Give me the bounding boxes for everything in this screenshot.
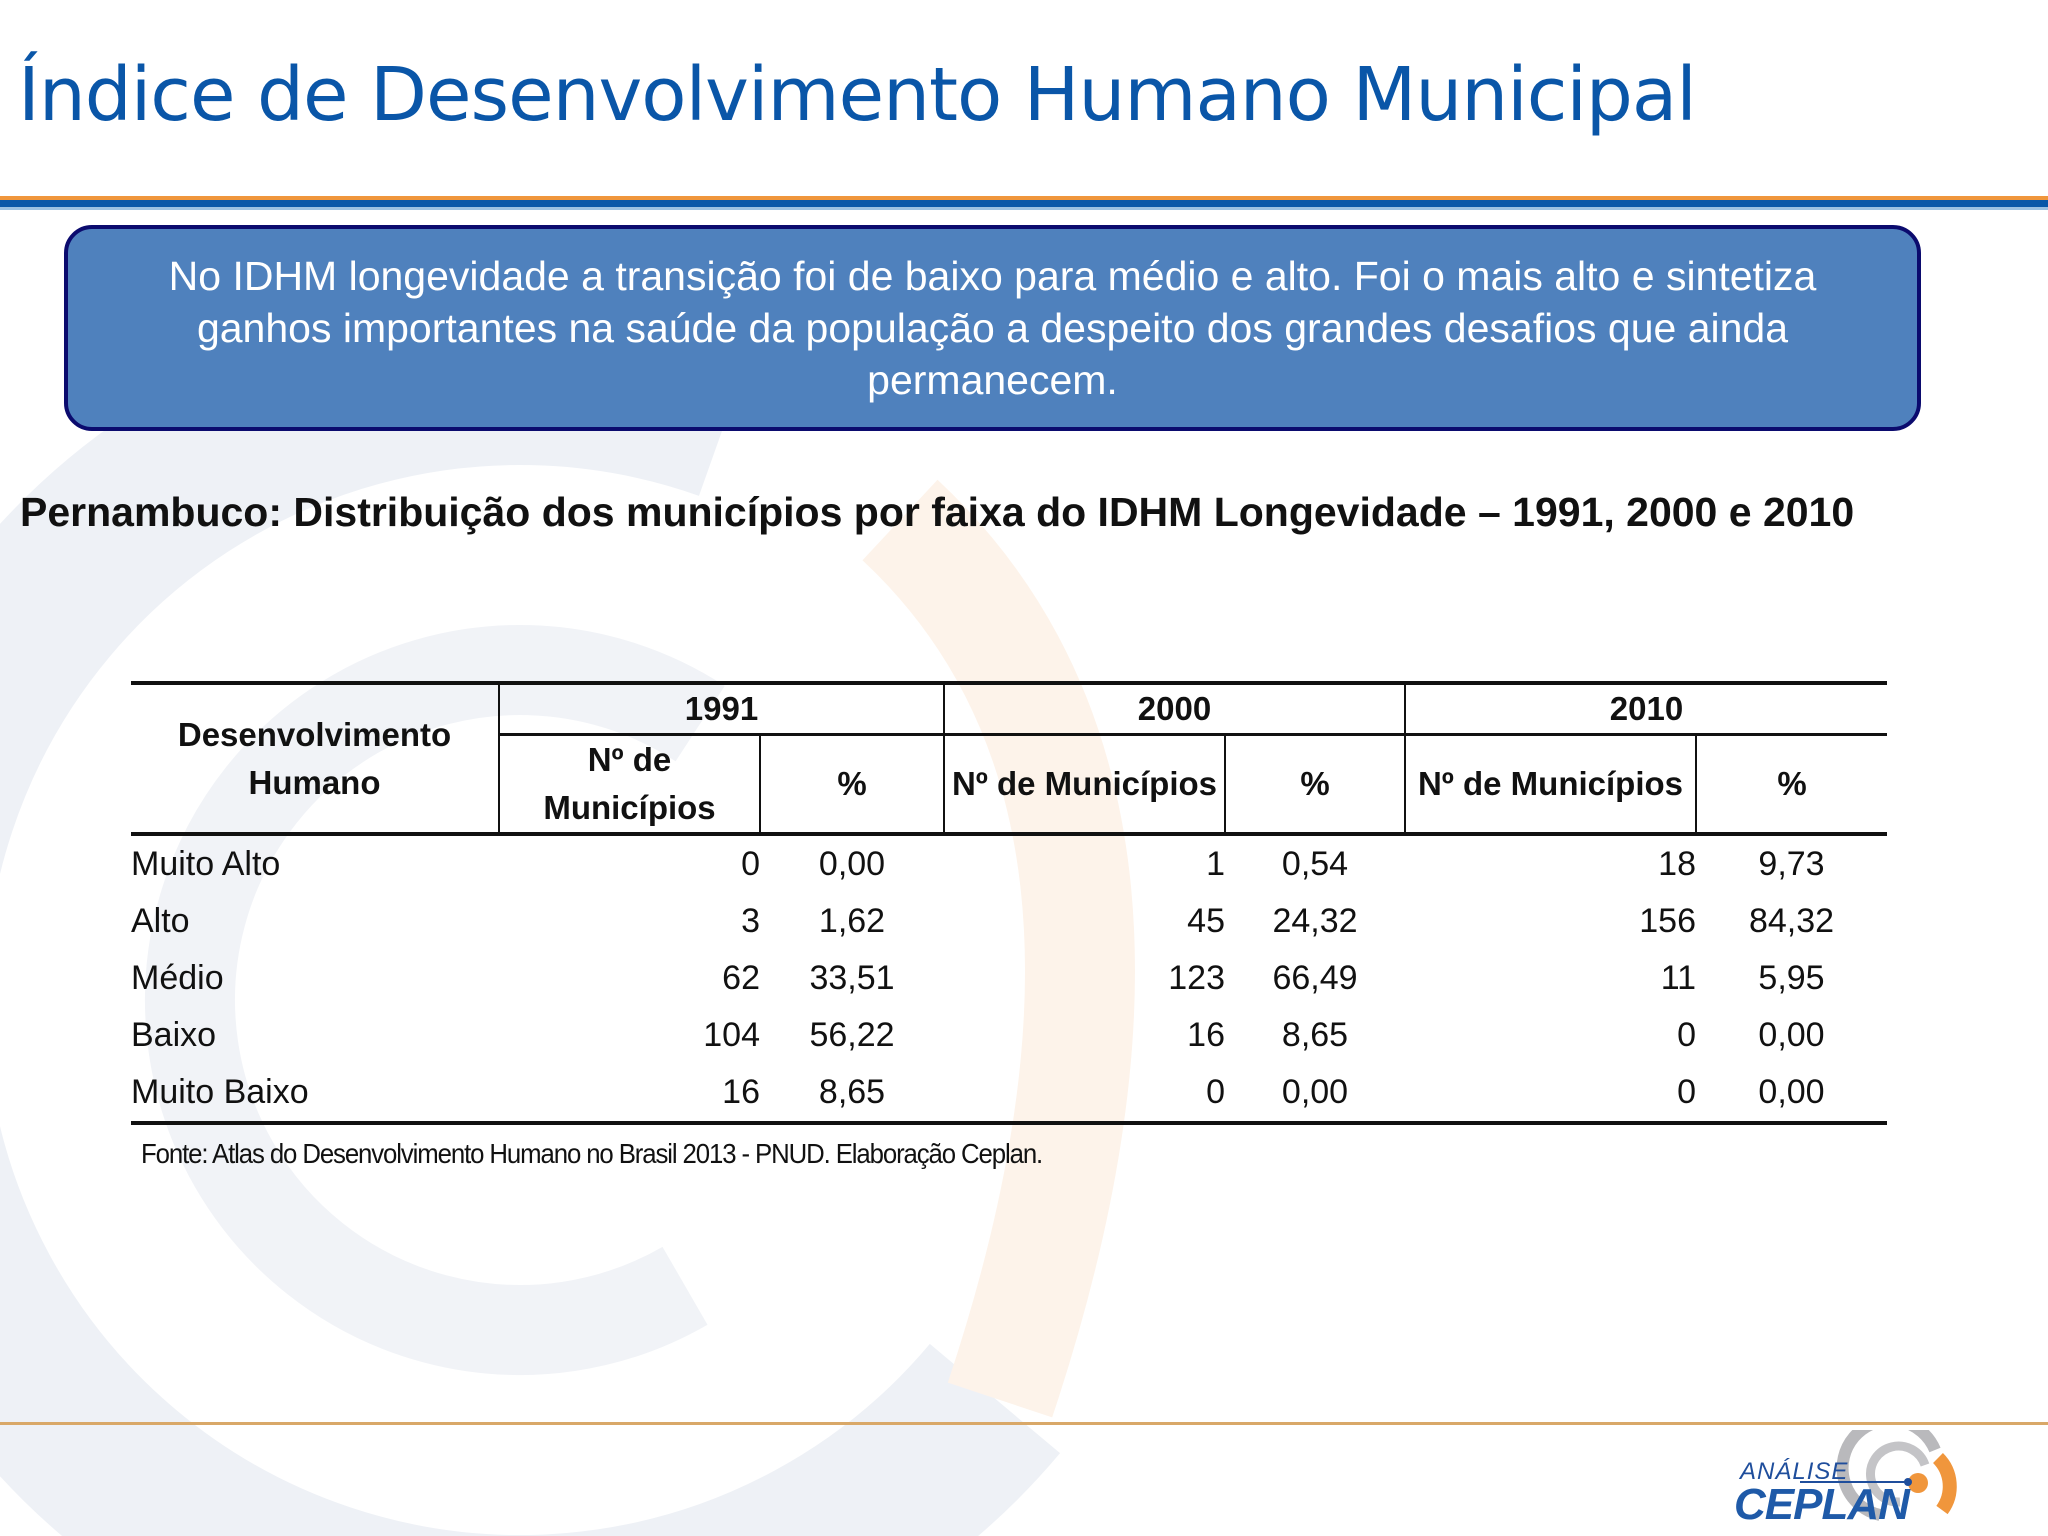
cell-2010-count: 0 — [1405, 1064, 1696, 1125]
header-1991-count: Nº de Municípios — [498, 734, 760, 836]
table-row: Alto 3 1,62 45 24,32 156 84,32 — [131, 893, 1887, 950]
cell-2010-pct: 0,00 — [1696, 1064, 1887, 1125]
cell-2000-pct: 8,65 — [1281, 1016, 1349, 1054]
cell-2000-count: 45 — [1187, 902, 1225, 940]
header-1991-pct: % — [759, 734, 944, 836]
row-label: Médio — [131, 959, 224, 997]
cell-2010-pct: 5,95 — [1758, 959, 1825, 997]
header-2010-pct: % — [1695, 734, 1887, 836]
header-2000-pct: % — [1224, 734, 1405, 836]
row-label: Alto — [131, 902, 190, 940]
cell-2010-pct: 0,00 — [1758, 1016, 1825, 1054]
header-rule-blue — [0, 200, 2048, 207]
logo-arcs-icon — [1800, 1430, 1957, 1521]
table-row: Muito Alto 0 0,00 1 0,54 18 9,73 — [131, 834, 1887, 893]
cell-2000-pct: 66,49 — [1272, 959, 1358, 997]
cell-2000-count: 1 — [1206, 845, 1225, 883]
cell-2010-count: 0 — [1677, 1016, 1696, 1054]
cell-1991-count: 0 — [741, 845, 760, 883]
cell-1991-pct: 8,65 — [760, 1064, 944, 1125]
cell-1991-count: 104 — [703, 1016, 760, 1054]
cell-1991-pct: 56,22 — [809, 1016, 895, 1054]
table-title: Pernambuco: Distribuição dos municípios … — [20, 489, 1855, 535]
cell-1991-pct: 0,00 — [818, 845, 886, 883]
logo-text-ceplan: CEPLAN — [1734, 1480, 1910, 1529]
cell-2000-pct: 0,00 — [1225, 1064, 1405, 1125]
idhm-longevity-table: Desenvolvimento Humano 1991 2000 2010 Nº… — [131, 681, 1887, 1125]
header-year-1991: 1991 — [498, 681, 944, 736]
header-development: Desenvolvimento Humano — [131, 681, 499, 836]
cell-2010-pct: 9,73 — [1758, 845, 1825, 883]
cell-1991-pct: 33,51 — [809, 959, 895, 997]
row-label: Muito Alto — [131, 845, 281, 883]
cell-2000-pct: 24,32 — [1272, 902, 1358, 940]
table-row: Muito Baixo 16 8,65 0 0,00 0 0,00 — [131, 1064, 1887, 1125]
table-row: Baixo 104 56,22 16 8,65 0 0,00 — [131, 1007, 1887, 1064]
cell-1991-count: 3 — [741, 902, 760, 940]
cell-2010-pct: 84,32 — [1748, 902, 1835, 940]
ceplan-logo: ANÁLISE CEPLAN — [1730, 1430, 1980, 1530]
header-rule-light — [0, 207, 2048, 210]
row-label: Muito Baixo — [131, 1064, 499, 1125]
row-label: Baixo — [131, 1016, 217, 1054]
footer-rule — [0, 1422, 2048, 1425]
callout-text: No IDHM longevidade a transição foi de b… — [168, 253, 1817, 403]
callout-box: No IDHM longevidade a transição foi de b… — [64, 225, 1921, 431]
header-rule-orange — [0, 196, 2048, 200]
cell-2010-count: 18 — [1658, 845, 1696, 883]
header-2010-count: Nº de Municípios — [1404, 734, 1696, 836]
cell-2010-count: 156 — [1639, 902, 1696, 940]
slide-title: Índice de Desenvolvimento Humano Municip… — [18, 52, 1697, 138]
cell-1991-count: 62 — [722, 959, 760, 997]
logo-text-analise: ANÁLISE — [1740, 1458, 1849, 1485]
header-year-2000: 2000 — [943, 681, 1405, 736]
cell-2000-pct: 0,54 — [1281, 845, 1349, 883]
cell-2000-count: 0 — [944, 1064, 1225, 1125]
cell-2000-count: 16 — [1187, 1016, 1225, 1054]
source-footnote: Fonte: Atlas do Desenvolvimento Humano n… — [141, 1138, 1043, 1169]
header-2000-count: Nº de Municípios — [943, 734, 1225, 836]
cell-1991-pct: 1,62 — [818, 902, 886, 940]
table-row: Médio 62 33,51 123 66,49 11 5,95 — [131, 950, 1887, 1007]
cell-2000-count: 123 — [1168, 959, 1225, 997]
cell-2010-count: 11 — [1660, 959, 1696, 997]
cell-1991-count: 16 — [499, 1064, 760, 1125]
header-year-2010: 2010 — [1404, 681, 1887, 736]
